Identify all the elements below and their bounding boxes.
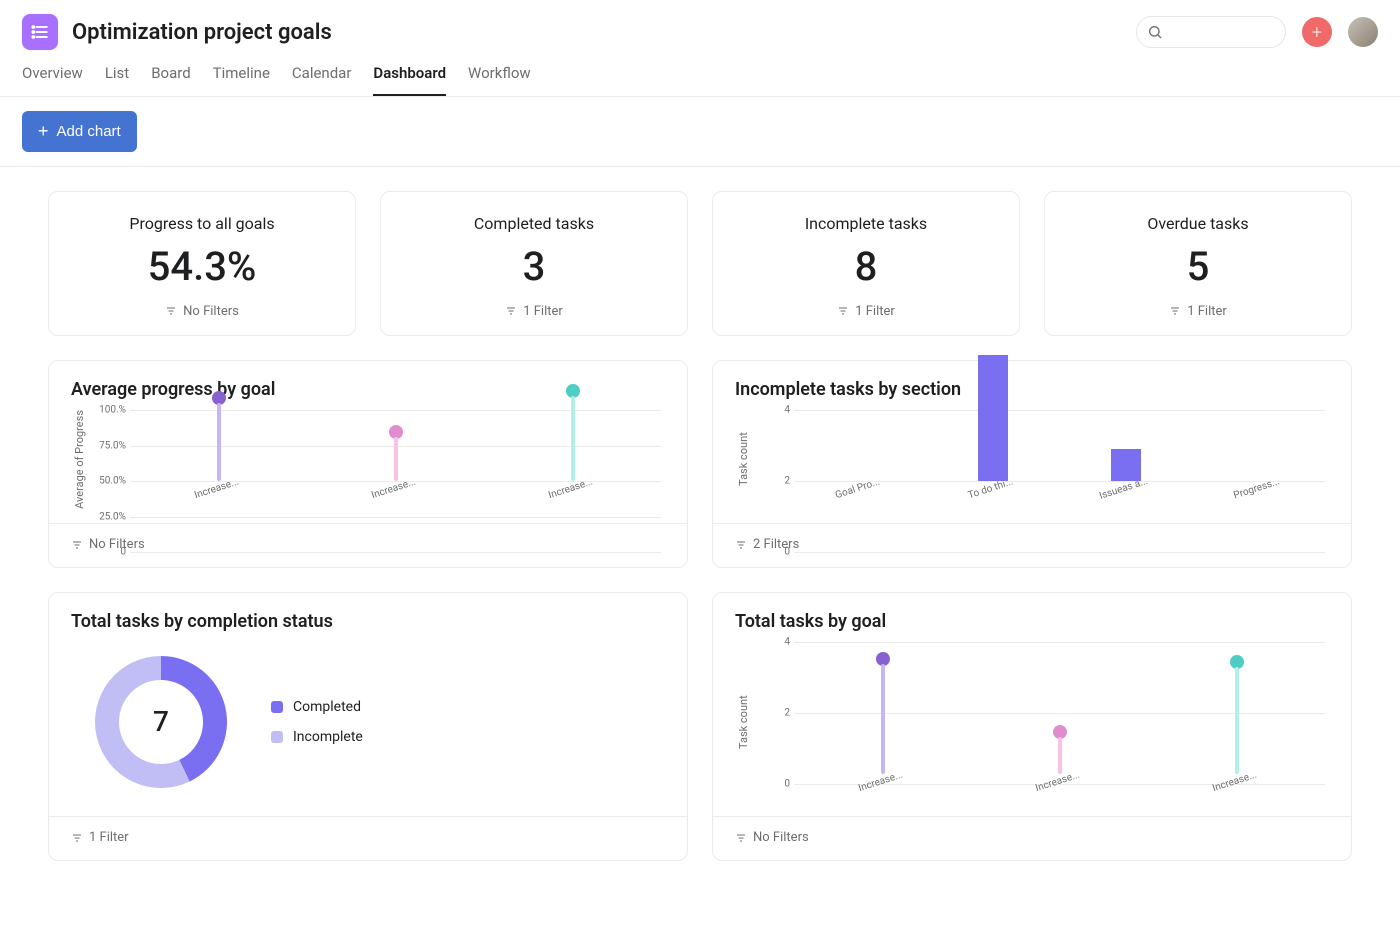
tabs-nav: Overview List Board Timeline Calendar Dashboa… [0, 50, 1400, 97]
chart-legend: Completed Incomplete [271, 699, 363, 745]
kpi-value: 5 [1057, 243, 1339, 290]
filter-indicator[interactable]: No Filters [735, 830, 809, 845]
y-tick: 2 [752, 707, 790, 718]
filter-indicator[interactable]: 1 Filter [71, 830, 129, 845]
y-tick: 4 [752, 636, 790, 647]
filter-icon [735, 832, 747, 844]
page-title: Optimization project goals [72, 20, 1122, 45]
y-tick: 50.0% [88, 476, 126, 487]
bar [366, 425, 426, 481]
filter-icon [1169, 305, 1181, 317]
filter-indicator[interactable]: 1 Filter [505, 304, 563, 319]
filter-icon [505, 305, 517, 317]
chart-tasks-by-goal[interactable]: Total tasks by goal Task count 024Increa… [712, 592, 1352, 861]
bar [1030, 725, 1090, 774]
kpi-value: 54.3% [61, 243, 343, 290]
bar [853, 652, 913, 774]
tab-board[interactable]: Board [151, 64, 190, 96]
filter-icon [165, 305, 177, 317]
filter-icon [71, 832, 83, 844]
kpi-value: 3 [393, 243, 675, 290]
global-add-button[interactable]: + [1302, 17, 1332, 47]
chart-title: Total tasks by completion status [71, 611, 665, 632]
filter-indicator[interactable]: 1 Filter [837, 304, 895, 319]
add-chart-label: Add chart [57, 123, 121, 140]
bar [963, 355, 1023, 481]
kpi-value: 8 [725, 243, 1007, 290]
plus-icon: + [38, 121, 49, 142]
bar [1207, 655, 1267, 774]
tab-list[interactable]: List [105, 64, 129, 96]
kpi-title: Incomplete tasks [725, 214, 1007, 233]
y-tick: 0 [752, 547, 790, 558]
search-icon [1147, 24, 1163, 40]
y-axis-label: Average of Progress [71, 410, 88, 509]
search-input[interactable] [1136, 16, 1286, 48]
y-tick: 2 [752, 476, 790, 487]
kpi-title: Completed tasks [393, 214, 675, 233]
kpi-card[interactable]: Progress to all goals 54.3% No Filters [48, 191, 356, 336]
chart-title: Incomplete tasks by section [735, 379, 1329, 400]
filter-icon [71, 539, 83, 551]
y-tick: 25.0% [88, 511, 126, 522]
filter-indicator[interactable]: 1 Filter [1169, 304, 1227, 319]
chart-incomplete-by-section[interactable]: Incomplete tasks by section Task count 0… [712, 360, 1352, 568]
kpi-title: Overdue tasks [1057, 214, 1339, 233]
legend-item: Completed [271, 699, 363, 715]
tab-timeline[interactable]: Timeline [213, 64, 270, 96]
add-chart-button[interactable]: + Add chart [22, 111, 137, 152]
filter-indicator[interactable]: No Filters [165, 304, 239, 319]
chart-title: Total tasks by goal [735, 611, 1329, 632]
tab-calendar[interactable]: Calendar [292, 64, 352, 96]
kpi-card[interactable]: Overdue tasks 5 1 Filter [1044, 191, 1352, 336]
y-tick: 4 [752, 405, 790, 416]
legend-item: Incomplete [271, 729, 363, 745]
filter-icon [837, 305, 849, 317]
bar [189, 391, 249, 481]
donut-center-value: 7 [91, 652, 231, 792]
kpi-card[interactable]: Incomplete tasks 8 1 Filter [712, 191, 1020, 336]
y-tick: 75.0% [88, 440, 126, 451]
filter-icon [735, 539, 747, 551]
project-icon[interactable] [22, 14, 58, 50]
y-axis-label: Task count [735, 410, 752, 509]
tab-dashboard[interactable]: Dashboard [373, 64, 446, 96]
donut-chart: 7 [91, 652, 231, 792]
kpi-card[interactable]: Completed tasks 3 1 Filter [380, 191, 688, 336]
y-tick: 100.% [88, 405, 126, 416]
kpi-title: Progress to all goals [61, 214, 343, 233]
tab-workflow[interactable]: Workflow [468, 64, 531, 96]
y-tick: 0 [752, 778, 790, 789]
y-axis-label: Task count [735, 642, 752, 802]
bar [543, 384, 603, 481]
tab-overview[interactable]: Overview [22, 64, 83, 96]
bar-rect [1111, 449, 1141, 481]
avatar[interactable] [1348, 17, 1378, 47]
bar-rect [978, 355, 1008, 481]
chart-completion-status[interactable]: Total tasks by completion status 7 Compl… [48, 592, 688, 861]
y-tick: 0 [88, 547, 126, 558]
chart-avg-progress[interactable]: Average progress by goal Average of Prog… [48, 360, 688, 568]
